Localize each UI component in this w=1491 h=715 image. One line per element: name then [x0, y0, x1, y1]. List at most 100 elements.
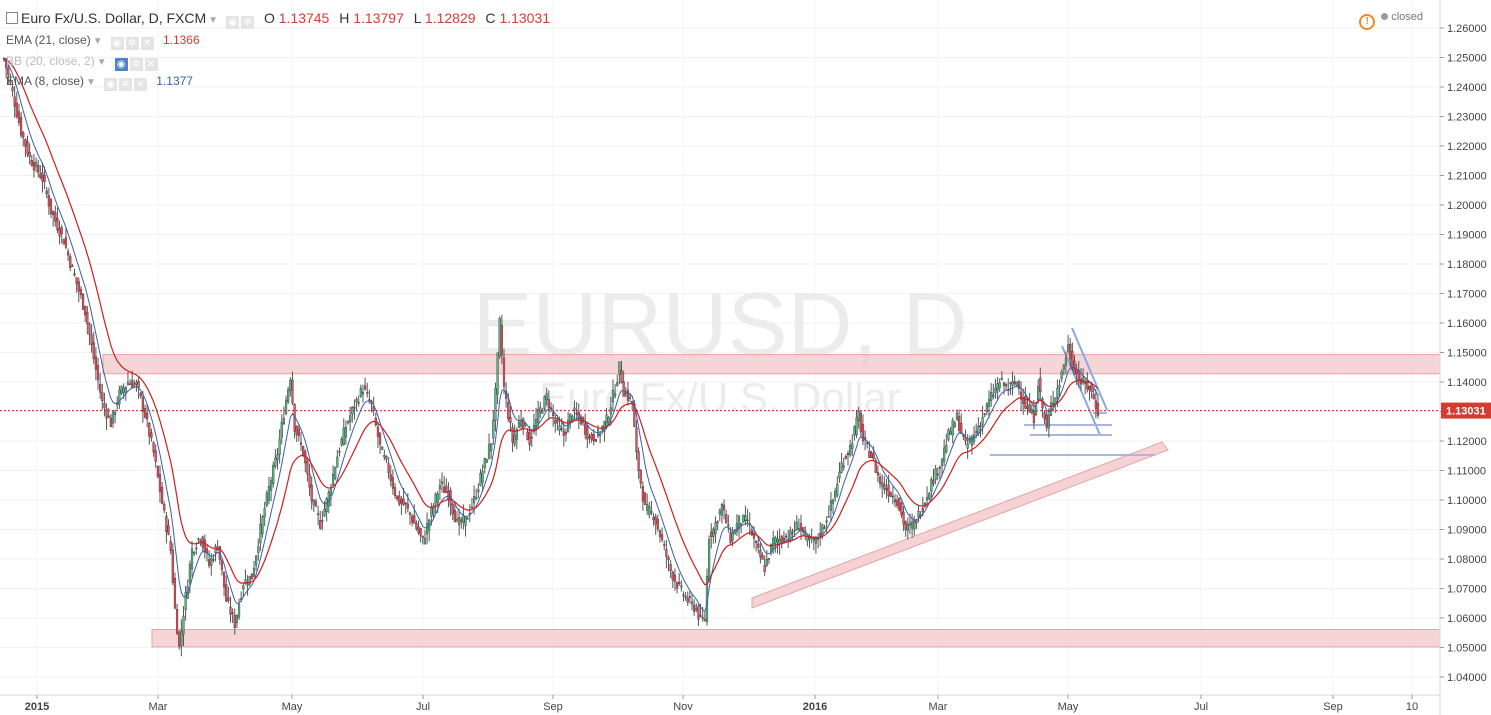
- candle-body: [500, 324, 503, 356]
- candle-body: [128, 383, 132, 386]
- candle-body: [560, 428, 563, 430]
- candle-body: [1058, 385, 1061, 388]
- candle-body: [366, 392, 369, 394]
- candle-body: [639, 470, 642, 484]
- candle-body: [329, 488, 333, 496]
- indicator-label[interactable]: EMA (21, close): [6, 33, 91, 47]
- candle-body: [216, 548, 219, 551]
- candle-body: [272, 464, 275, 484]
- candle-body: [509, 416, 512, 424]
- chevron-down-icon[interactable]: ▼: [92, 36, 103, 47]
- candle-body: [866, 442, 869, 445]
- close-icon[interactable]: ✕: [140, 37, 154, 50]
- candle-body: [906, 524, 909, 531]
- candle-body: [618, 361, 621, 375]
- ema-lines: [3, 58, 1099, 613]
- candle-body: [86, 312, 89, 324]
- candle-body: [814, 536, 818, 544]
- candle-body: [436, 493, 439, 503]
- candle-body: [893, 499, 897, 503]
- eye-icon[interactable]: ◉: [226, 16, 240, 29]
- price-tick-label: 1.24000: [1447, 82, 1487, 94]
- indicator-bb: BB (20, close, 2) ▼ ◉ ✲ ✕: [6, 54, 158, 71]
- candle-body: [222, 571, 226, 588]
- candle-body: [1026, 406, 1029, 409]
- trend-drawings[interactable]: [0, 327, 1440, 456]
- candle-body: [701, 616, 704, 619]
- candle-body: [1009, 382, 1012, 384]
- candle-body: [126, 382, 130, 385]
- candle-body: [413, 515, 416, 524]
- price-tick-label: 1.16000: [1447, 318, 1487, 330]
- time-tick-label: 2016: [803, 701, 827, 713]
- candle-body: [720, 504, 724, 516]
- gear-icon[interactable]: ✲: [241, 16, 255, 29]
- candle-body: [84, 305, 87, 316]
- candle-body: [423, 538, 427, 544]
- eye-icon[interactable]: ◉: [110, 37, 124, 50]
- candle-body: [675, 582, 679, 589]
- candle-body: [951, 420, 954, 436]
- eye-icon[interactable]: ◉: [114, 58, 128, 71]
- warning-icon[interactable]: !: [1359, 14, 1376, 30]
- open-value: 1.13745: [278, 10, 330, 26]
- candle-body: [24, 139, 27, 147]
- price-tick-label: 1.21000: [1447, 171, 1487, 183]
- candle-body: [539, 407, 542, 413]
- candle-body: [928, 493, 931, 499]
- candle-body: [590, 434, 593, 440]
- indicator-label[interactable]: BB (20, close, 2): [6, 54, 95, 68]
- candle-body: [990, 392, 993, 401]
- resistance-zone[interactable]: [102, 354, 1441, 375]
- candle-body: [188, 563, 191, 583]
- trend-line[interactable]: [1061, 345, 1101, 436]
- candle-body: [265, 492, 268, 506]
- trend-line[interactable]: [1071, 327, 1108, 411]
- candle-body: [883, 484, 886, 490]
- candle-body: [932, 480, 935, 484]
- eye-icon[interactable]: ◉: [103, 78, 117, 91]
- gear-icon[interactable]: ✲: [118, 78, 132, 91]
- last-price-label: 1.13031: [1446, 406, 1486, 418]
- candle-body: [784, 535, 788, 538]
- price-axis[interactable]: 1.26000 1.25000 1.24000 1.23000 1.22000 1.210…: [1439, 0, 1491, 715]
- candle-body: [744, 515, 747, 522]
- candle-body: [776, 538, 779, 543]
- collapse-icon[interactable]: [6, 12, 18, 24]
- candle-body: [842, 465, 845, 468]
- candle-body: [543, 396, 546, 410]
- chevron-down-icon[interactable]: ▼: [96, 57, 107, 68]
- time-axis[interactable]: 2015 Mar May Jul Sep Nov 2016 Mar May Jul Sep 10: [0, 694, 1440, 713]
- close-icon[interactable]: ✕: [144, 58, 158, 71]
- candle-body: [359, 387, 362, 397]
- time-tick-label: Sep: [1323, 701, 1343, 713]
- candle-body: [526, 431, 529, 440]
- candle-body: [88, 323, 91, 335]
- time-tick-label: May: [1058, 701, 1079, 713]
- candle-body: [605, 414, 608, 428]
- candle-body: [746, 519, 749, 522]
- candle-body: [517, 421, 521, 428]
- candle-body: [387, 463, 390, 474]
- trend-channel[interactable]: [751, 441, 1169, 609]
- chevron-down-icon[interactable]: ▼: [208, 15, 219, 26]
- support-zone[interactable]: [151, 629, 1441, 648]
- candle-body: [308, 473, 311, 488]
- indicator-label[interactable]: EMA (8, close): [6, 74, 85, 88]
- chevron-down-icon[interactable]: ▼: [86, 77, 96, 88]
- candle-body: [107, 415, 110, 418]
- gear-icon[interactable]: ✲: [129, 58, 143, 71]
- candle-body: [569, 413, 572, 422]
- candle-body: [635, 427, 638, 453]
- candle-body: [267, 485, 271, 501]
- symbol-title[interactable]: Euro Fx/U.S. Dollar, D, FXCM: [21, 10, 207, 26]
- high-value: 1.13797: [353, 10, 404, 26]
- candle-body: [396, 495, 399, 499]
- gear-icon[interactable]: ✲: [125, 37, 139, 50]
- candle-body: [742, 514, 745, 523]
- close-icon[interactable]: ✕: [133, 78, 147, 91]
- candle-body: [708, 539, 711, 580]
- support-resistance-zones[interactable]: [102, 354, 1441, 648]
- candle-body: [722, 504, 726, 511]
